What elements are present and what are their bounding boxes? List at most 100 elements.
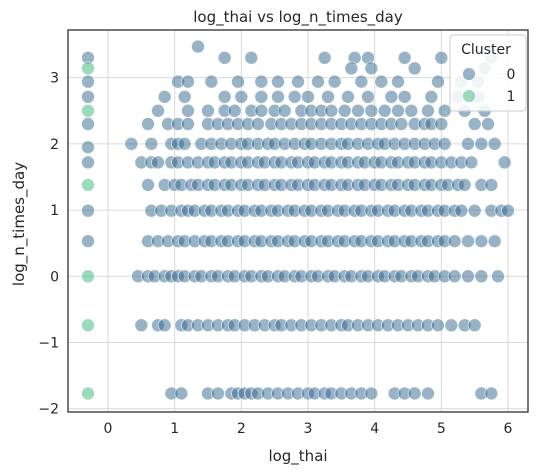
scatter-point-cluster-0	[251, 117, 265, 131]
scatter-point-cluster-0	[254, 74, 269, 89]
scatter-point-cluster-0	[474, 269, 489, 284]
y-tick-label: 1	[50, 203, 59, 219]
scatter-point-cluster-0	[484, 386, 499, 401]
scatter-point-cluster-0	[144, 136, 159, 151]
scatter-point-cluster-0	[344, 61, 359, 76]
scatter-point-cluster-1	[81, 103, 95, 118]
legend-label-cluster-1: 1	[507, 89, 516, 105]
scatter-point-cluster-0	[81, 74, 95, 89]
scatter-point-cluster-1	[81, 269, 95, 284]
scatter-point-cluster-0	[341, 89, 355, 104]
plot-frame	[67, 29, 529, 413]
scatter-point-cluster-1	[81, 178, 95, 192]
scatter-point-cluster-0	[271, 74, 285, 89]
scatter-point-cluster-0	[317, 50, 332, 65]
scatter-point-cluster-0	[364, 61, 379, 76]
scatter-point-cluster-0	[354, 74, 369, 89]
scatter-point-cluster-0	[234, 89, 249, 104]
scatter-point-cluster-0	[291, 74, 305, 89]
scatter-point-cluster-1	[81, 386, 95, 401]
scatter-point-cluster-0	[244, 50, 259, 65]
x-tick-label: 3	[304, 421, 313, 437]
scatter-point-cluster-0	[201, 103, 215, 118]
scatter-point-cluster-0	[391, 103, 405, 118]
legend-title: Cluster	[461, 42, 511, 58]
scatter-point-cluster-0	[384, 89, 399, 104]
scatter-point-cluster-0	[181, 117, 195, 131]
scatter-point-cluster-0	[457, 178, 472, 192]
scatter-point-cluster-0	[181, 74, 195, 89]
scatter-point-cluster-0	[157, 89, 172, 104]
scatter-point-cluster-0	[134, 318, 149, 333]
data-points	[81, 39, 515, 401]
scatter-point-cluster-1	[81, 318, 95, 333]
scatter-point-cluster-1	[81, 61, 95, 76]
scatter-point-cluster-0	[461, 136, 475, 151]
scatter-point-cluster-0	[407, 386, 422, 401]
scatter-point-cluster-0	[407, 61, 422, 76]
scatter-point-cluster-0	[461, 234, 475, 249]
scatter-point-cluster-0	[434, 117, 449, 131]
scatter-point-cluster-0	[327, 74, 342, 89]
scatter-point-cluster-0	[311, 74, 325, 89]
scatter-point-cluster-0	[421, 386, 435, 401]
scatter-point-cluster-0	[394, 117, 409, 131]
scatter-point-cluster-0	[374, 74, 389, 89]
scatter-point-cluster-0	[177, 136, 192, 151]
scatter-point-cluster-0	[437, 103, 452, 118]
scatter-point-cluster-0	[204, 74, 219, 89]
scatter-point-cluster-0	[227, 103, 242, 118]
scatter-point-cluster-0	[497, 155, 512, 170]
scatter-point-cluster-0	[467, 117, 482, 131]
scatter-point-cluster-0	[474, 234, 489, 249]
scatter-point-cluster-0	[141, 178, 155, 192]
scatter-point-cluster-0	[434, 50, 449, 65]
scatter-point-cluster-0	[191, 39, 205, 54]
scatter-point-cluster-0	[447, 234, 462, 249]
scatter-point-cluster-0	[231, 74, 245, 89]
scatter-point-cluster-0	[177, 89, 192, 104]
scatter-point-cluster-0	[444, 318, 459, 333]
y-tick-label: −2	[38, 402, 59, 418]
scatter-point-cluster-0	[364, 386, 379, 401]
scatter-point-cluster-0	[467, 203, 482, 218]
scatter-point-cluster-0	[81, 140, 95, 155]
scatter-point-cluster-0	[81, 155, 95, 170]
scatter-point-cluster-0	[181, 103, 195, 118]
scatter-point-cluster-0	[491, 269, 505, 284]
x-axis-title: log_thai	[268, 447, 327, 466]
scatter-point-cluster-0	[391, 74, 405, 89]
legend-marker-cluster-1	[462, 89, 476, 103]
scatter-point-cluster-0	[174, 386, 189, 401]
x-tick-label: 2	[237, 421, 246, 437]
scatter-point-cluster-0	[151, 103, 165, 118]
axis-ticks: 0 1 2 3 4 5 6 −2 −1 0 1 2 3	[38, 71, 512, 437]
x-tick-label: 6	[504, 421, 513, 437]
y-tick-label: 3	[50, 71, 59, 87]
scatter-point-cluster-0	[321, 89, 335, 104]
scatter-point-cluster-0	[81, 117, 95, 131]
scatter-point-cluster-0	[447, 269, 462, 284]
scatter-point-cluster-0	[421, 103, 435, 118]
scatter-point-cluster-0	[467, 318, 482, 333]
scatter-point-cluster-0	[464, 155, 479, 170]
x-tick-label: 1	[170, 421, 179, 437]
scatter-point-cluster-0	[397, 89, 412, 104]
scatter-point-cluster-0	[364, 103, 379, 118]
scatter-point-cluster-0	[324, 103, 339, 118]
legend-marker-cluster-0	[462, 67, 476, 81]
scatter-point-cluster-0	[254, 103, 269, 118]
scatter-point-cluster-0	[141, 117, 155, 131]
scatter-point-cluster-0	[474, 136, 489, 151]
legend-label-cluster-0: 0	[507, 67, 516, 83]
x-tick-label: 4	[370, 421, 379, 437]
scatter-point-cluster-0	[217, 50, 232, 65]
scatter-point-cluster-0	[277, 103, 292, 118]
scatter-point-cluster-0	[81, 89, 95, 104]
scatter-point-cluster-0	[157, 318, 172, 333]
x-tick-label: 5	[437, 421, 446, 437]
scatter-point-cluster-0	[287, 89, 302, 104]
y-axis-title: log_n_times_day	[10, 162, 29, 286]
scatter-point-cluster-0	[487, 136, 502, 151]
